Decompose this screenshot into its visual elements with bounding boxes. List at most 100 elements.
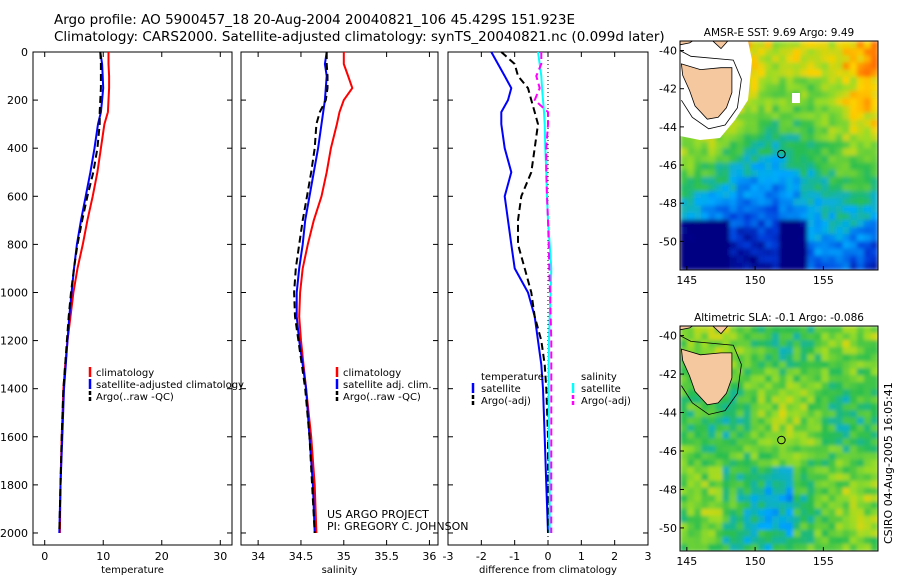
map-cell: [807, 424, 815, 432]
map-cell: [870, 148, 878, 157]
map-cell: [757, 333, 766, 341]
map-cell: [771, 529, 780, 538]
map-cell: [786, 403, 794, 411]
map-cell: [807, 55, 815, 64]
map-cell: [842, 396, 851, 404]
map-cell: [807, 205, 815, 214]
map-cell: [849, 529, 858, 538]
map-cell: [835, 529, 844, 538]
map-cell: [807, 347, 815, 355]
map-cell: [793, 119, 801, 128]
map-cell: [680, 389, 688, 397]
map-cell: [807, 326, 815, 334]
map-cell: [849, 241, 858, 250]
map-cell: [807, 255, 815, 264]
map-cell: [807, 529, 815, 538]
map-cell: [849, 508, 858, 517]
map-cell: [842, 105, 851, 114]
map-cell: [680, 212, 688, 221]
map-cell: [750, 69, 759, 78]
map-cell: [807, 126, 815, 135]
map-cell: [750, 169, 759, 178]
map-cell: [701, 438, 709, 447]
map-cell: [814, 83, 823, 92]
map-cell: [708, 212, 716, 221]
map-cell: [821, 544, 830, 551]
map-cell: [807, 105, 815, 114]
map-cell: [779, 105, 787, 114]
map-cell: [870, 262, 878, 270]
map-cell: [722, 241, 731, 250]
map-cell: [870, 105, 878, 114]
map-cell: [807, 134, 815, 142]
map-cell: [828, 522, 837, 531]
map-cell: [701, 508, 709, 517]
map-cell: [793, 515, 801, 524]
map-cell: [680, 396, 688, 404]
map-cell: [701, 466, 709, 475]
map-cell: [771, 340, 780, 348]
map-cell: [814, 389, 823, 397]
map-cell: [736, 459, 745, 468]
map-cell: [870, 452, 878, 461]
map-cell: [849, 126, 858, 135]
map-cell: [771, 347, 780, 355]
map-cell: [842, 544, 851, 551]
map-cell: [863, 184, 872, 192]
map-cell: [750, 162, 759, 171]
map-cell: [856, 162, 865, 171]
map-cell: [842, 184, 851, 192]
map-cell: [786, 184, 794, 192]
map-cell: [729, 382, 738, 390]
map-cell: [849, 219, 858, 228]
map-cell: [694, 515, 702, 524]
map-cell: [835, 396, 844, 404]
map-cell: [793, 375, 801, 383]
x-tick-label: 0: [545, 550, 552, 563]
map-cell: [680, 529, 688, 538]
map-cell: [771, 148, 780, 157]
map-cell: [750, 536, 759, 545]
map-cell: [814, 98, 823, 107]
map-cell: [729, 459, 738, 468]
map-cell: [729, 396, 738, 404]
map-cell: [793, 347, 801, 355]
map-cell: [821, 219, 830, 228]
map-cell: [870, 155, 878, 164]
map-cell: [863, 473, 872, 482]
map-cell: [807, 162, 815, 171]
map-cell: [771, 494, 780, 503]
map-cell: [786, 241, 794, 250]
map-cell: [715, 155, 724, 164]
map-cell: [821, 241, 830, 250]
map-cell: [715, 191, 724, 200]
map-cell: [729, 191, 738, 200]
map-cell: [807, 508, 815, 517]
map-cell: [729, 141, 738, 149]
bathymetry-contour: [680, 50, 742, 130]
map-cell: [736, 480, 745, 489]
map-cell: [821, 155, 830, 164]
map-cell: [694, 544, 702, 551]
map-cell: [856, 177, 865, 185]
map-cell: [835, 126, 844, 135]
map-cell: [708, 219, 716, 228]
y-tick-label: -50: [659, 235, 677, 248]
y-tick-label: -46: [659, 445, 677, 458]
map-cell: [779, 48, 787, 56]
map-cell: [793, 382, 801, 390]
map-cell: [814, 382, 823, 390]
map-cell: [708, 459, 716, 468]
credit-line2: PI: GREGORY C. JOHNSON: [327, 520, 468, 533]
map-cell: [814, 522, 823, 531]
map-cell: [701, 544, 709, 551]
map-cell: [750, 91, 759, 99]
map-cell: [821, 361, 830, 369]
map-cell: [743, 417, 752, 425]
map-cell: [870, 403, 878, 411]
map-cell: [856, 55, 865, 64]
map-cell: [856, 155, 865, 164]
map-cell: [708, 177, 716, 185]
map-cell: [842, 417, 851, 425]
